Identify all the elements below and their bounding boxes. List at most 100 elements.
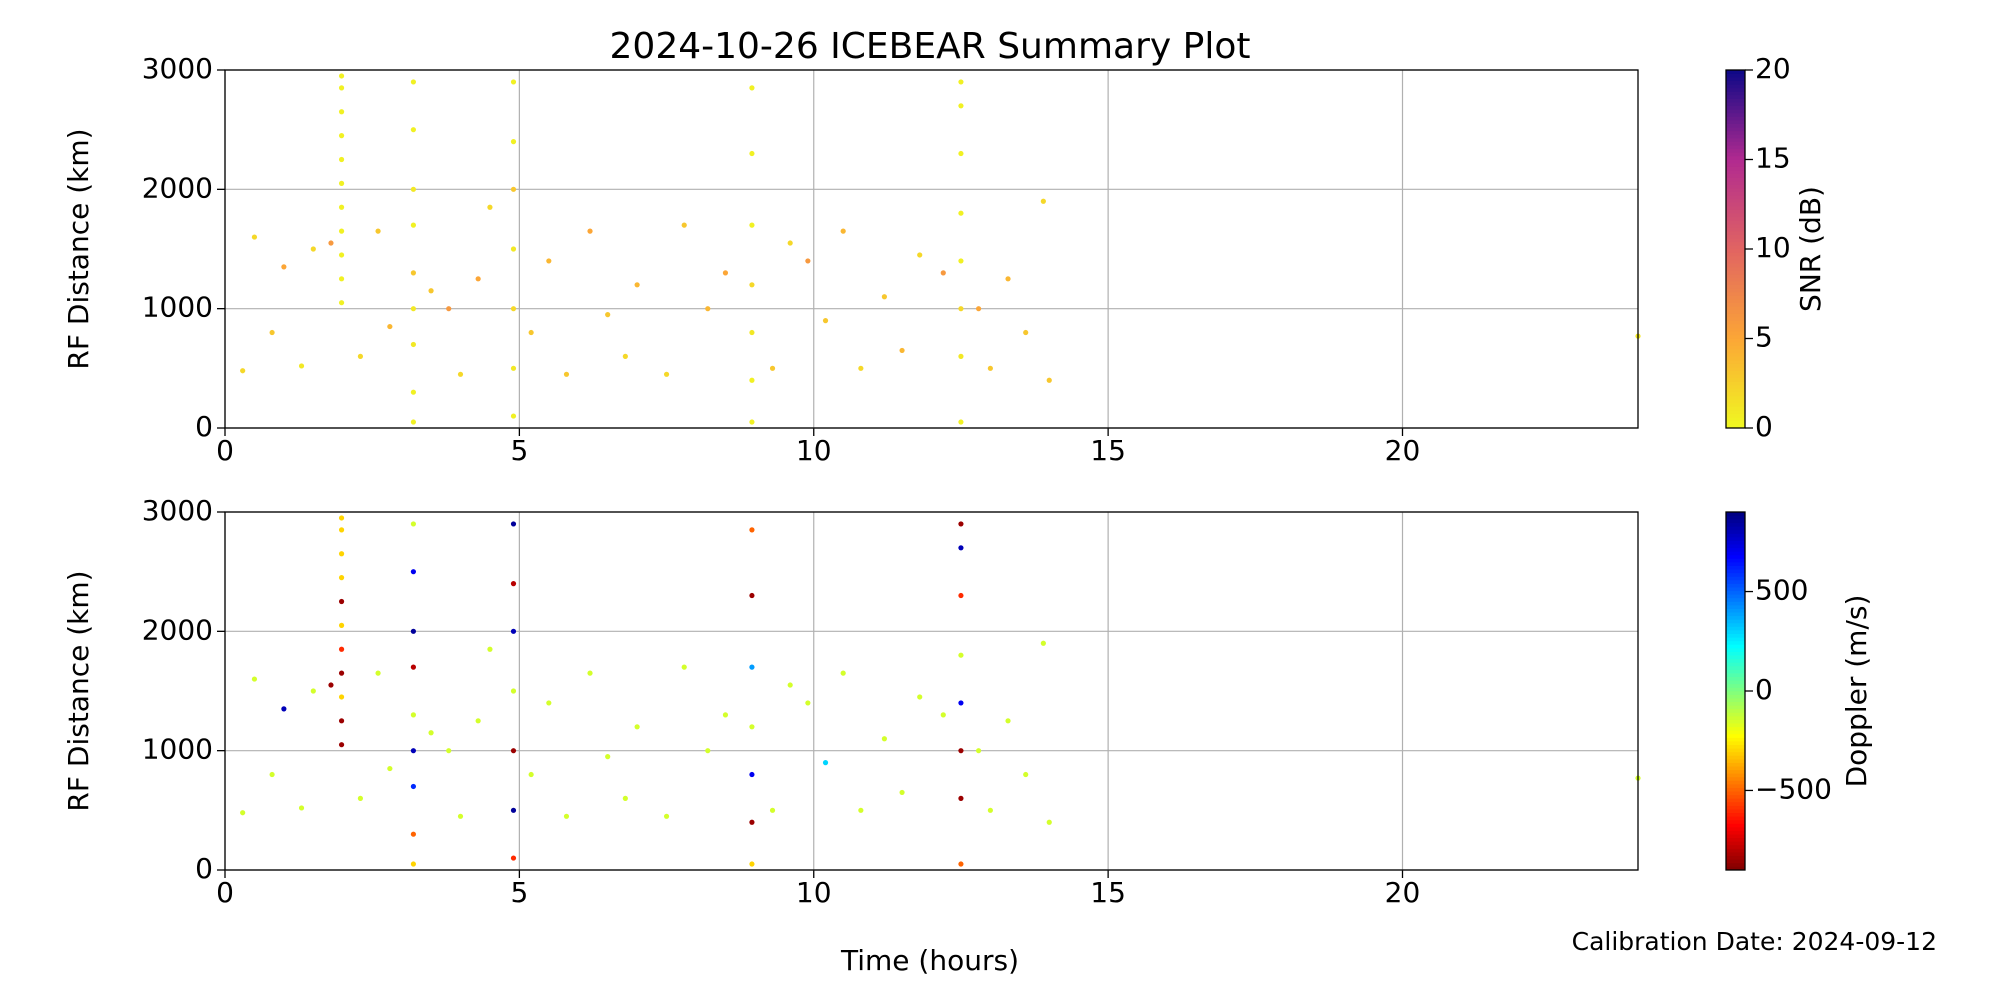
colorbar-segment <box>1726 740 1745 745</box>
data-point <box>510 855 517 861</box>
colorbar-segment <box>1726 554 1745 559</box>
colorbar-segment <box>1726 626 1745 631</box>
data-point <box>457 371 464 377</box>
data-point <box>681 664 687 670</box>
colorbar-tick-label: −500 <box>1755 772 1832 805</box>
data-point <box>805 700 811 706</box>
data-point <box>269 329 275 336</box>
data-point <box>634 724 640 730</box>
data-point <box>281 706 287 712</box>
data-point <box>338 252 345 258</box>
data-point <box>605 312 611 318</box>
data-point <box>749 527 755 533</box>
colorbar-segment <box>1726 669 1745 674</box>
colorbar-segment <box>1726 109 1745 114</box>
colorbar-segment <box>1726 241 1745 246</box>
data-point <box>510 139 517 145</box>
x-tick-label: 15 <box>1090 876 1126 909</box>
y-axis-label: RF Distance (km) <box>62 570 95 811</box>
colorbar-segment <box>1726 134 1745 139</box>
data-point <box>410 521 416 527</box>
data-point <box>338 133 345 139</box>
data-point <box>410 861 416 867</box>
data-point <box>587 670 593 676</box>
colorbar-segment <box>1726 162 1745 167</box>
colorbar-segment <box>1726 690 1745 695</box>
data-point <box>338 718 345 724</box>
colorbar-label: SNR (dB) <box>1794 186 1827 312</box>
colorbar-segment <box>1726 640 1745 645</box>
colorbar-segment <box>1726 722 1745 728</box>
colorbar-segment <box>1726 295 1745 300</box>
data-point <box>410 270 416 276</box>
colorbar-segment <box>1726 119 1745 124</box>
colorbar-segment <box>1726 177 1745 182</box>
colorbar-segment <box>1726 776 1745 781</box>
data-point <box>749 724 755 730</box>
data-point <box>338 109 345 115</box>
data-point <box>958 419 964 425</box>
colorbar-segment <box>1726 305 1745 311</box>
colorbar-segment <box>1726 611 1745 617</box>
colorbar-segment <box>1726 719 1745 724</box>
data-point <box>787 682 793 688</box>
colorbar-segment <box>1726 780 1745 785</box>
colorbar-segment <box>1726 647 1745 652</box>
data-point <box>958 150 964 157</box>
colorbar-segment <box>1726 790 1745 796</box>
colorbar-segment <box>1726 762 1745 767</box>
data-point <box>940 712 946 718</box>
data-point <box>410 186 416 192</box>
colorbar-segment <box>1726 356 1745 361</box>
colorbar-segment <box>1726 826 1745 831</box>
colorbar-segment <box>1726 123 1745 128</box>
colorbar-segment <box>1726 758 1745 763</box>
data-point <box>822 318 829 324</box>
data-point <box>605 754 611 760</box>
colorbar-segment <box>1726 529 1745 534</box>
data-point <box>510 79 517 85</box>
x-tick-label: 5 <box>510 876 528 909</box>
data-point <box>976 306 982 312</box>
data-point <box>749 592 755 599</box>
colorbar-segment <box>1726 220 1745 225</box>
data-point <box>958 592 964 599</box>
colorbar-segment <box>1726 116 1745 121</box>
data-point <box>510 581 517 587</box>
colorbar-segment <box>1726 637 1745 642</box>
colorbar-segment <box>1726 805 1745 810</box>
data-point <box>958 258 964 264</box>
data-point <box>1023 329 1029 336</box>
colorbar-segment <box>1726 644 1745 649</box>
colorbar-segment <box>1726 694 1745 699</box>
data-point <box>749 861 755 867</box>
colorbar-segment <box>1726 798 1745 803</box>
data-point <box>269 771 275 778</box>
colorbar-segment <box>1726 601 1745 606</box>
data-point <box>987 807 993 813</box>
colorbar-segment <box>1726 352 1745 357</box>
colorbar-segment <box>1726 84 1745 89</box>
data-point <box>510 521 517 527</box>
colorbar-segment <box>1726 744 1745 749</box>
colorbar-segment <box>1726 522 1745 527</box>
colorbar-segment <box>1726 597 1745 602</box>
data-point <box>705 748 711 754</box>
data-point <box>858 365 864 371</box>
y-tick-label: 0 <box>195 852 213 885</box>
colorbar-segment <box>1726 424 1745 429</box>
data-point <box>749 329 755 336</box>
data-point <box>749 85 755 91</box>
data-point <box>749 377 755 383</box>
data-point <box>428 730 434 736</box>
data-point <box>338 156 345 163</box>
data-point <box>310 246 316 252</box>
data-point <box>705 306 711 312</box>
data-point <box>446 748 452 754</box>
colorbar-segment <box>1726 187 1745 193</box>
data-point <box>822 760 829 766</box>
colorbar-segment <box>1726 148 1745 153</box>
colorbar-segment <box>1726 137 1745 142</box>
data-point <box>840 670 846 676</box>
